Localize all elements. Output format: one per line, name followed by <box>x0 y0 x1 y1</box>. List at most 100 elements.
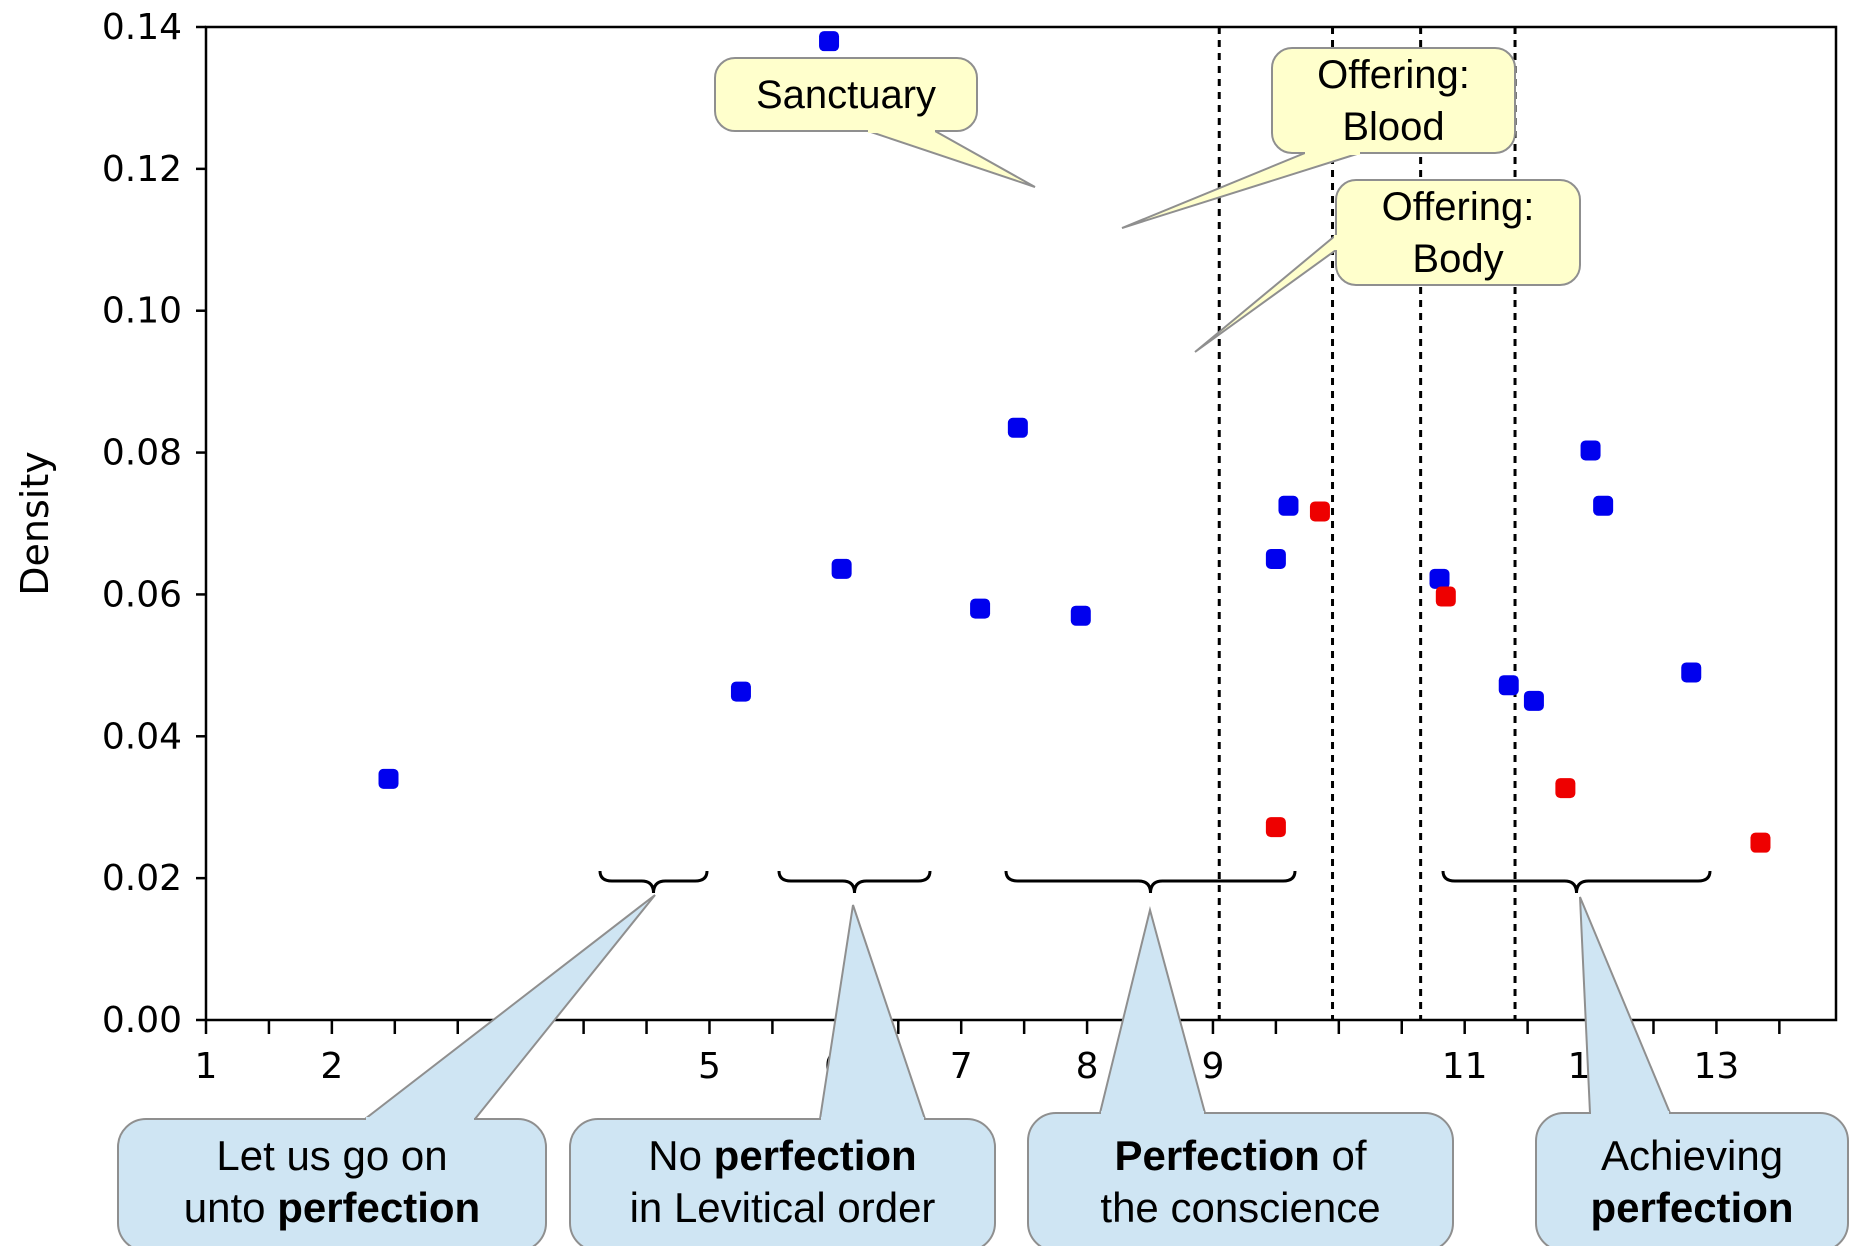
callout-text-span <box>1159 1184 1171 1231</box>
scatter-point-red <box>1265 817 1286 838</box>
y-tick-label: 0.00 <box>102 1000 182 1041</box>
y-tick-label: 0.12 <box>102 149 182 190</box>
x-tick-label: 7 <box>950 1046 973 1087</box>
scatter-point-blue <box>378 768 399 789</box>
y-tick-label: 0.02 <box>102 858 182 899</box>
x-tick-label: 8 <box>1076 1046 1099 1087</box>
x-tick-label: 11 <box>1442 1046 1488 1087</box>
curly-bracket <box>777 870 932 894</box>
x-tick-label: 13 <box>1694 1046 1740 1087</box>
plot-frame <box>204 25 1838 1022</box>
callout-text-span <box>275 1132 287 1179</box>
callout-text-span: Offering: <box>1317 53 1470 97</box>
callout-box <box>1535 1112 1849 1246</box>
section-brackets <box>598 870 1712 894</box>
curly-bracket <box>598 870 709 894</box>
callout-box <box>117 1118 547 1246</box>
scatter-point-blue <box>1278 495 1299 516</box>
callout-text-span: of <box>1332 1132 1367 1179</box>
callout-text-span <box>826 1184 838 1231</box>
scatter-point-blue <box>1429 568 1450 589</box>
callout-box <box>1335 179 1581 286</box>
y-tick-label: 0.14 <box>102 7 182 48</box>
callout-text-span: Body <box>1412 237 1503 281</box>
top-callout: Offering: Body <box>1194 179 1581 353</box>
x-tick-label: 5 <box>698 1046 721 1087</box>
callout-text-line: Sanctuary <box>756 73 936 117</box>
callout-box <box>1027 1112 1454 1246</box>
callout-text-span: order <box>837 1184 935 1231</box>
callout-text-span: Levitical <box>674 1184 826 1231</box>
callout-text-span: Achieving <box>1601 1132 1783 1179</box>
callout-text-line: unto perfection <box>184 1184 480 1231</box>
callout-text-line: in Levitical order <box>630 1184 936 1231</box>
callout-text-span: Sanctuary <box>756 73 936 117</box>
scatter-point-red <box>1750 832 1771 853</box>
callout-text-line: Blood <box>1342 105 1444 149</box>
callout-text-line: Achieving <box>1601 1132 1783 1179</box>
callout-text-line: Perfection of <box>1114 1132 1366 1179</box>
scatter-point-blue <box>1007 417 1028 438</box>
callout-text-line: Body <box>1412 237 1503 281</box>
callout-text-span: perfection <box>714 1132 917 1179</box>
scatter-point-blue <box>1523 690 1544 711</box>
callout-text-span: unto <box>184 1184 266 1231</box>
annotation-callouts: Sanctuary Offering: Blood Offering: Body Let … <box>117 47 1849 1246</box>
scatter-point-blue <box>1070 605 1091 626</box>
callout-text-line: Offering: <box>1317 53 1470 97</box>
callout-text-line: the conscience <box>1100 1184 1380 1231</box>
callout-text-span: us <box>286 1132 330 1179</box>
curly-bracket <box>1441 870 1712 894</box>
bottom-callout: Let us go on unto perfection <box>117 894 656 1246</box>
callout-text-span: Let <box>216 1132 275 1179</box>
callout-text-span: on <box>401 1132 448 1179</box>
callout-text-span <box>266 1184 278 1231</box>
x-tick-label: 1 <box>195 1046 218 1087</box>
callout-text-span: Offering: <box>1382 185 1535 229</box>
callout-text-span: conscience <box>1170 1184 1380 1231</box>
bottom-callout: Perfection of the conscience <box>1027 906 1454 1246</box>
scatter-point-blue <box>970 598 991 619</box>
callout-text-line: perfection <box>1590 1184 1793 1231</box>
scatter-point-red <box>1435 586 1456 607</box>
callout-text-line: Let us go on <box>216 1132 447 1179</box>
callout-text-span: go <box>342 1132 389 1179</box>
top-callout: Sanctuary <box>714 57 1036 188</box>
scatter-point-blue <box>1593 495 1614 516</box>
callout-box <box>569 1118 996 1246</box>
bottom-callout: Achieving perfection <box>1535 896 1849 1246</box>
callout-box <box>714 57 978 132</box>
scatter-point-blue <box>1498 675 1519 696</box>
scatter-point-blue <box>1265 548 1286 569</box>
x-tick-label: 2 <box>320 1046 343 1087</box>
callout-box <box>1271 47 1516 154</box>
top-callout: Offering: Blood <box>1121 47 1516 229</box>
y-axis-label: Density <box>13 451 57 595</box>
x-tick-label: 9 <box>1201 1046 1224 1087</box>
y-tick-label: 0.06 <box>102 574 182 615</box>
scatter-point-blue <box>1681 662 1702 683</box>
scatter-points <box>378 31 1771 853</box>
scatter-point-blue <box>730 681 751 702</box>
callout-text-span: No <box>648 1132 702 1179</box>
scatter-point-red <box>1555 778 1576 799</box>
callout-text-span <box>1320 1132 1332 1179</box>
scatter-point-blue <box>831 558 852 579</box>
y-tick-label: 0.10 <box>102 291 182 332</box>
callout-text-span <box>662 1184 674 1231</box>
bottom-callout: No perfection in Levitical order <box>569 904 996 1246</box>
scatter-point-red <box>1309 501 1330 522</box>
callout-text-span: in <box>630 1184 663 1231</box>
callout-text-span: the <box>1100 1184 1158 1231</box>
callout-text-span <box>389 1132 401 1179</box>
callout-text-span: perfection <box>277 1184 480 1231</box>
y-tick-label: 0.08 <box>102 433 182 474</box>
callout-text-span: Perfection <box>1114 1132 1319 1179</box>
callout-text-span: Blood <box>1342 105 1444 149</box>
plot-axes: 0.000.020.040.060.080.100.120.1412356789… <box>13 7 1838 1087</box>
curly-bracket <box>1004 870 1297 894</box>
callout-text-span <box>331 1132 343 1179</box>
callout-text-line: Offering: <box>1382 185 1535 229</box>
y-tick-label: 0.04 <box>102 716 182 757</box>
